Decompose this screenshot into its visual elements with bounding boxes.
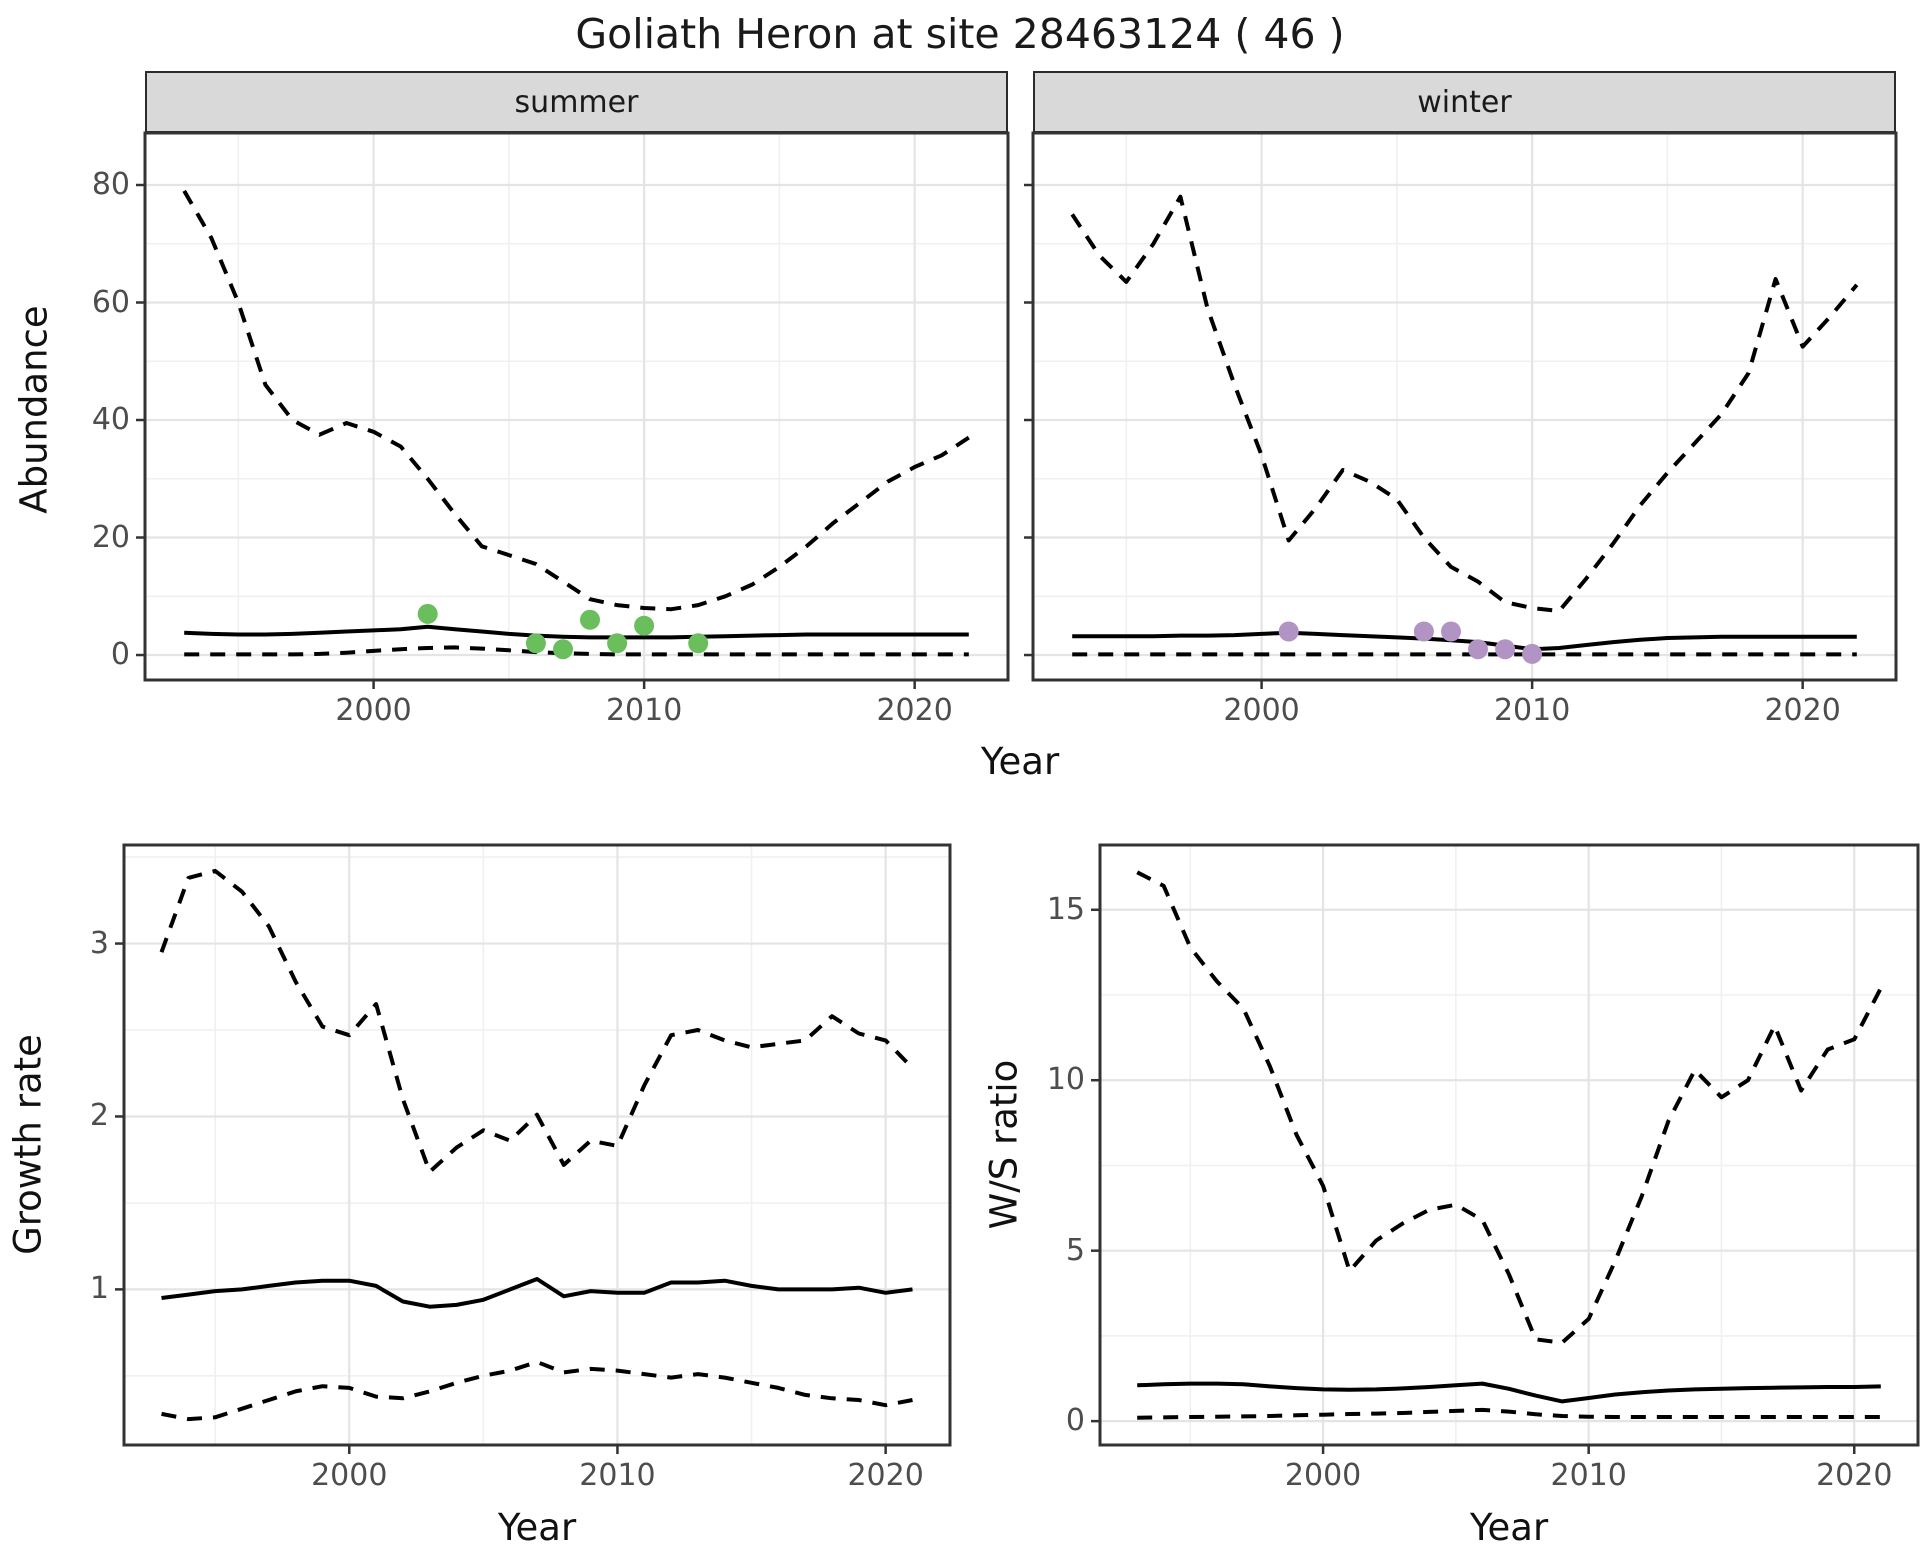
median-line [184,624,969,640]
panel-border [1031,131,1898,682]
x-tick-label: 2000 [1284,1458,1362,1493]
panel-background [145,133,1008,680]
upper_95ci-line [159,868,914,1174]
x-tick-label: 2000 [311,1458,388,1493]
observation-point [1278,621,1299,642]
y-tick-label: 2 [89,1098,109,1134]
observation-point [634,615,655,636]
lower_95ci-line [184,645,969,657]
x-tick-label: 2010 [605,693,683,728]
observation-point [525,633,546,654]
panel-background [1100,845,1918,1445]
median-line [1137,1381,1881,1404]
median-line [161,1277,913,1309]
y-axis-label-abundance: Abundance [12,305,56,514]
observation-point [1441,621,1461,642]
y-tick-label: 80 [91,166,130,202]
x-axis-label-year-top: Year [980,740,1060,783]
facet-strip-summer: summer [145,71,1008,133]
plot-title: Goliath Heron at site 28463124 ( 46 ) [575,10,1345,58]
observation-point [417,603,438,624]
y-tick-label: 15 [1046,891,1085,927]
observation-point [1522,643,1543,664]
y-axis-label-growth-rate: Growth rate [6,1034,50,1255]
x-tick-label: 2020 [1764,693,1841,728]
facet-label-summer: summer [514,84,639,120]
y-tick-label: 20 [91,519,130,555]
y-axis-label-ws-ratio: W/S ratio [982,1059,1026,1230]
x-tick-label: 2000 [1223,693,1300,728]
facet-label-winter: winter [1417,84,1512,120]
y-tick-label: 3 [89,925,109,961]
x-tick-label: 2010 [1550,1458,1627,1493]
x-tick-label: 2010 [1493,693,1571,728]
y-tick-label: 1 [89,1271,109,1307]
x-tick-label: 2000 [335,693,412,728]
x-tick-label: 2010 [579,1458,656,1493]
observation-point [553,639,573,660]
x-tick-label: 2020 [876,693,953,728]
panel-border [143,131,1010,682]
panel-border [1098,843,1920,1447]
upper_95ci-line [1136,870,1883,1345]
observation-point [1413,621,1434,642]
median-line [1072,630,1857,652]
x-tick-label: 2020 [847,1458,924,1493]
lower_95ci-line [1137,1407,1881,1420]
y-tick-label: 5 [1065,1232,1085,1268]
panel-background [1033,133,1896,680]
observation-point [1468,639,1488,660]
observation-point [607,633,628,654]
y-tick-label: 0 [1065,1403,1085,1439]
y-tick-label: 60 [91,284,130,320]
observation-point [1495,639,1516,660]
x-axis-label-year-bottom-left: Year [497,1506,577,1549]
panel-background [124,845,950,1445]
x-tick-label: 2020 [1816,1458,1893,1493]
observation-point [580,609,600,630]
y-tick-label: 40 [91,402,130,437]
upper_95ci-line [182,189,970,612]
y-tick-label: 0 [110,637,130,673]
y-tick-label: 10 [1046,1062,1085,1098]
panel-border [122,843,952,1447]
x-axis-label-year-bottom-right: Year [1469,1506,1549,1549]
observation-point [688,633,709,654]
